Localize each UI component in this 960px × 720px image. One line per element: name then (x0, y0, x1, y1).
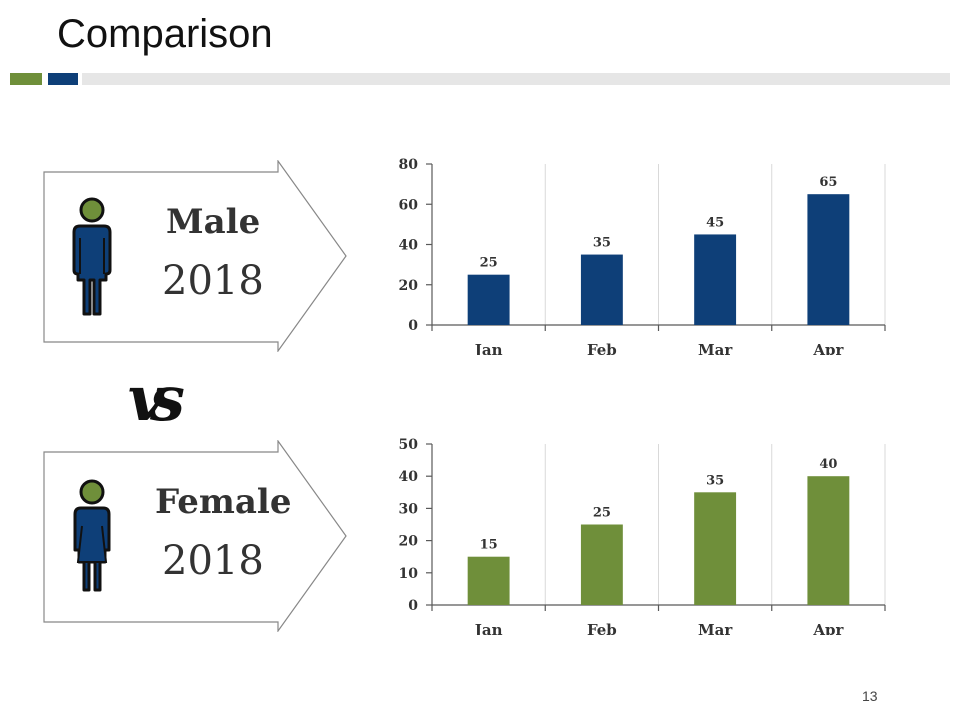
x-tick-label: Jan (473, 621, 503, 635)
y-tick-label: 60 (399, 197, 419, 213)
y-tick-label: 50 (399, 437, 419, 453)
y-tick-label: 10 (399, 566, 419, 582)
female-head (79, 479, 105, 505)
data-label: 65 (819, 175, 837, 190)
male-head (79, 197, 105, 223)
female-arrow-card (43, 440, 347, 632)
bar-mar (694, 234, 737, 325)
bar-apr (807, 476, 850, 605)
x-tick-label: Feb (587, 341, 617, 355)
data-label: 45 (706, 215, 724, 230)
y-tick-label: 20 (399, 534, 419, 550)
bar-feb (580, 254, 623, 325)
page-title: Comparison (57, 12, 273, 56)
female-person-icon (73, 479, 111, 592)
bar-jan (467, 274, 510, 325)
y-tick-label: 80 (399, 157, 419, 173)
accent-band-green (10, 73, 42, 85)
y-tick-label: 20 (399, 278, 419, 294)
x-tick-label: Apr (812, 621, 844, 635)
bar-mar (694, 492, 737, 605)
accent-band-blue (48, 73, 78, 85)
male-arrow-card (43, 160, 347, 352)
bar-apr (807, 194, 850, 325)
data-label: 15 (480, 538, 498, 553)
data-label: 25 (480, 256, 498, 271)
x-tick-label: Mar (698, 341, 733, 355)
female-heading: Female (155, 482, 292, 522)
y-tick-label: 40 (399, 469, 419, 485)
female-bar-chart: 0 10 20 30 40 50 15 Jan 25 Feb 35 Mar 40 Apr (399, 437, 886, 635)
x-tick-label: Apr (812, 341, 844, 355)
female-year: 2018 (162, 538, 264, 584)
page-number: 13 (862, 688, 878, 704)
y-tick-label: 40 (399, 238, 419, 254)
y-tick-label: 0 (408, 318, 418, 334)
data-label: 35 (706, 473, 724, 488)
male-year: 2018 (162, 258, 264, 304)
x-tick-label: Jan (473, 341, 503, 355)
data-label: 25 (593, 506, 611, 521)
x-tick-label: Feb (587, 621, 617, 635)
data-label: 40 (819, 457, 837, 472)
male-body (72, 224, 112, 316)
y-tick-label: 0 (408, 598, 418, 614)
bar-feb (580, 524, 623, 605)
bar-jan (467, 556, 510, 605)
y-tick-label: 30 (399, 501, 419, 517)
male-heading: Male (166, 202, 261, 242)
data-label: 35 (593, 236, 611, 251)
vs-label: vs (128, 362, 185, 435)
male-person-icon (72, 197, 112, 316)
accent-band-grey (82, 73, 950, 85)
x-tick-label: Mar (698, 621, 733, 635)
male-bar-chart: 0 20 40 60 80 25 Jan 35 Feb 45 Mar 65 Apr (399, 157, 886, 355)
